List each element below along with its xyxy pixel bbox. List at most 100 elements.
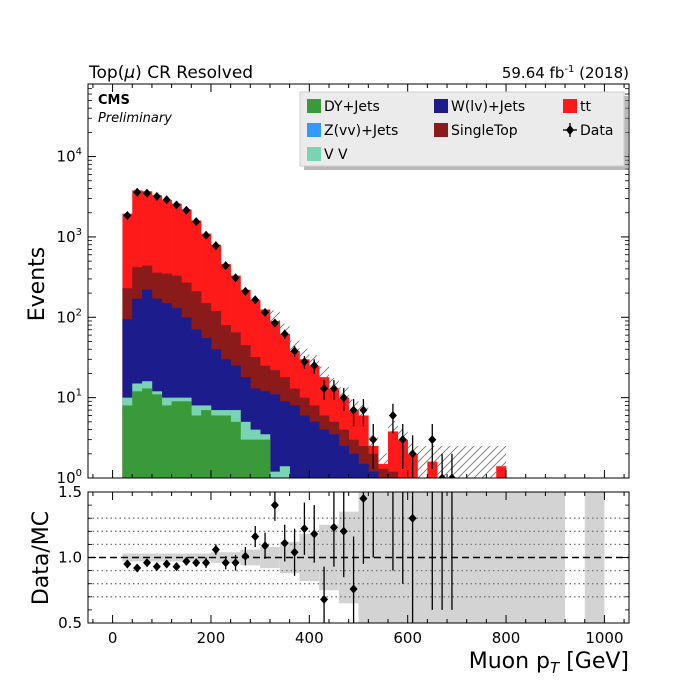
data-point-690 [447, 473, 456, 478]
bar-dy-jets-80 [151, 394, 163, 478]
uncertainty-hatch-420 [319, 366, 329, 378]
bar-dy-jets-40 [132, 391, 143, 478]
legend-swatch-w-lv-jets [434, 99, 448, 113]
bar-w-lv-jets-460 [338, 446, 349, 478]
data-point-430 [320, 383, 329, 393]
bar-dy-jets-100 [161, 405, 172, 478]
uncertainty-hatch-620 [417, 446, 428, 478]
ratio-point-30 [123, 559, 132, 569]
legend-label-tt: tt [580, 99, 591, 115]
legend-swatch-v-v [307, 147, 321, 161]
bar-singletop-500 [358, 446, 369, 478]
ratio-y-tick-label: 0.5 [58, 614, 82, 632]
uncertainty-hatch-380 [299, 348, 310, 360]
ratio-point-370 [290, 547, 299, 557]
ratio-point-410 [310, 529, 319, 539]
ratio-point-510 [359, 494, 368, 504]
ratio-plot-panel: 0.5 1.0 1.5 0 200 400 600 800 1000 Data/MC Muon … [29, 483, 630, 677]
ratio-point-70 [143, 558, 152, 568]
bar-w-lv-jets-480 [348, 453, 359, 478]
data-point-530 [369, 435, 378, 445]
data-point-230 [221, 261, 230, 271]
data-point-270 [241, 286, 250, 296]
data-point-250 [231, 273, 240, 283]
bar-w-lv-jets-520 [368, 471, 379, 478]
ratio-point-330 [270, 500, 279, 510]
data-point-330 [270, 318, 279, 328]
cms-label: CMS [98, 93, 130, 108]
bar-dy-jets-60 [142, 388, 153, 478]
data-point-190 [202, 230, 211, 240]
bar-w-lv-jets-440 [328, 434, 340, 478]
bar-dy-jets-120 [171, 401, 182, 478]
data-point-110 [162, 195, 171, 205]
uncertainty-hatch-540 [378, 453, 389, 464]
legend-label-data: Data [580, 123, 613, 139]
bar-v-v-340 [279, 466, 290, 478]
bar-dy-jets-180 [201, 410, 212, 478]
ratio-point-130 [172, 562, 181, 572]
bar-w-lv-jets-500 [358, 463, 369, 478]
stacked-histogram [122, 190, 507, 478]
bar-dy-jets-20 [122, 405, 133, 478]
ratio-point-90 [152, 562, 161, 572]
ratio-point-110 [162, 559, 171, 569]
lumi-label: 59.64 fb-1 (2018) [502, 64, 629, 82]
y-tick-label-1: 101 [57, 388, 82, 407]
uncertainty-hatch-740 [476, 446, 487, 478]
main-axis-ticks: 100 101 102 103 104 [57, 83, 629, 487]
y-tick-label-0: 100 [57, 468, 82, 487]
ratio-point-490 [349, 584, 358, 594]
legend-swatch-dy-jets [307, 99, 321, 113]
data-point-670 [438, 473, 447, 478]
y-tick-label-3: 103 [57, 227, 82, 246]
data-point-450 [329, 383, 338, 393]
data-point-150 [182, 205, 191, 215]
ratio-point-310 [261, 541, 270, 551]
ratio-reference-lines [88, 517, 629, 598]
ratio-point-150 [182, 556, 191, 566]
bar-w-lv-jets-420 [319, 429, 330, 478]
y-tick-label-2: 102 [57, 307, 82, 326]
bar-w-lv-jets-360 [289, 405, 300, 478]
ratio-y-tick-label: 1.5 [58, 483, 82, 501]
bar-dy-jets-240 [230, 421, 241, 478]
bar-dy-jets-300 [260, 439, 271, 478]
x-tick-label-800: 800 [492, 629, 521, 647]
y-axis-label: Events [25, 247, 50, 322]
data-points [123, 187, 456, 478]
data-point-170 [192, 217, 201, 227]
legend: DY+Jets W(lv)+Jets tt Z(vv)+Jets SingleTop Da… [299, 91, 628, 170]
ratio-point-230 [221, 558, 230, 568]
bar-dy-jets-200 [210, 415, 222, 478]
ratio-axis-ticks: 0.5 1.0 1.5 0 200 400 600 800 1000 [58, 483, 629, 647]
x-tick-label-0: 0 [108, 629, 118, 647]
bar-w-lv-jets-380 [299, 415, 310, 478]
bar-w-lv-jets-100 [161, 303, 172, 478]
uncertainty-hatch-720 [466, 446, 477, 478]
ratio-point-270 [241, 551, 250, 561]
uncertainty-hatch-780 [496, 446, 507, 467]
bar-w-lv-jets-340 [279, 401, 290, 478]
bar-w-lv-jets-120 [171, 308, 182, 478]
bar-w-lv-jets-80 [151, 298, 163, 478]
data-point-210 [211, 241, 220, 251]
legend-swatch-singletop [434, 123, 448, 137]
data-point-30 [123, 210, 132, 220]
bar-w-lv-jets-160 [191, 329, 202, 478]
bar-w-lv-jets-400 [309, 421, 320, 478]
ratio-point-430 [320, 594, 329, 604]
x-tick-label-400: 400 [295, 629, 324, 647]
uncertainty-hatch-340 [279, 323, 290, 334]
bar-dy-jets-280 [250, 439, 261, 478]
data-point-390 [300, 357, 309, 367]
chart-title: Top(μ) CR Resolved [88, 63, 253, 83]
uncertainty-hatch-320 [269, 310, 280, 321]
data-point-50 [133, 187, 142, 197]
bar-tt-560 [388, 431, 399, 478]
legend-label-z-vv-jets: Z(vv)+Jets [324, 123, 398, 139]
data-point-90 [152, 191, 161, 201]
bar-w-lv-jets-320 [269, 394, 281, 478]
main-frame [87, 83, 630, 479]
